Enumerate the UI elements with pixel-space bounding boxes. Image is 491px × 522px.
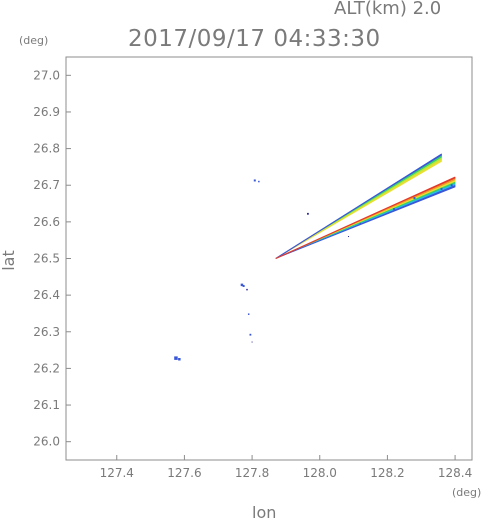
y-tick-label-0: 26.0 bbox=[33, 435, 60, 449]
y-tick-label-10: 27.0 bbox=[33, 68, 60, 82]
echo-point-14 bbox=[413, 197, 416, 200]
echo-point-10 bbox=[307, 212, 309, 215]
lower-beam-band-5 bbox=[275, 184, 456, 259]
echo-point-3 bbox=[242, 284, 245, 287]
echo-point-5 bbox=[247, 313, 250, 315]
y-tick-label-1: 26.1 bbox=[33, 398, 60, 412]
echo-point-13 bbox=[393, 208, 396, 211]
echo-point-9 bbox=[258, 180, 260, 183]
echo-point-16 bbox=[450, 184, 453, 187]
y-tick-label-4: 26.4 bbox=[33, 288, 60, 302]
echo-point-1 bbox=[178, 358, 181, 361]
chart-title: 2017/09/17 04:33:30 bbox=[128, 26, 381, 52]
y-tick-label-3: 26.3 bbox=[33, 325, 60, 339]
echo-point-4 bbox=[246, 288, 248, 291]
echo-point-8 bbox=[253, 179, 256, 182]
upper-beam-band-3 bbox=[275, 159, 442, 259]
x-tick-label-4: 128.2 bbox=[370, 466, 404, 480]
y-tick-label-6: 26.6 bbox=[33, 215, 60, 229]
x-tick-label-0: 127.4 bbox=[100, 466, 134, 480]
x-axis-label: lon bbox=[252, 503, 277, 522]
y-tick-label-9: 26.9 bbox=[33, 105, 60, 119]
echo-point-2 bbox=[240, 283, 244, 287]
x-unit-label: (deg) bbox=[452, 486, 482, 499]
x-tick-label-2: 127.8 bbox=[235, 466, 269, 480]
echo-point-11 bbox=[348, 236, 350, 238]
upper-beam-edge bbox=[275, 153, 442, 260]
x-tick-label-3: 128.0 bbox=[303, 466, 337, 480]
lower-beam-edge bbox=[275, 176, 456, 260]
y-tick-label-7: 26.7 bbox=[33, 178, 60, 192]
echo-point-12 bbox=[359, 222, 362, 225]
y-tick-label-2: 26.2 bbox=[33, 361, 60, 375]
y-unit-label: (deg) bbox=[19, 34, 49, 47]
echo-point-0 bbox=[174, 356, 178, 360]
alt-label: ALT(km) 2.0 bbox=[334, 0, 442, 19]
y-tick-label-5: 26.5 bbox=[33, 252, 60, 266]
y-tick-label-8: 26.8 bbox=[33, 142, 60, 156]
x-tick-label-1: 127.6 bbox=[167, 466, 201, 480]
plot-frame bbox=[65, 56, 473, 461]
echo-point-15 bbox=[440, 187, 443, 190]
echo-point-7 bbox=[251, 341, 253, 343]
x-tick-label-5: 128.4 bbox=[438, 466, 472, 480]
echo-point-6 bbox=[249, 333, 252, 336]
